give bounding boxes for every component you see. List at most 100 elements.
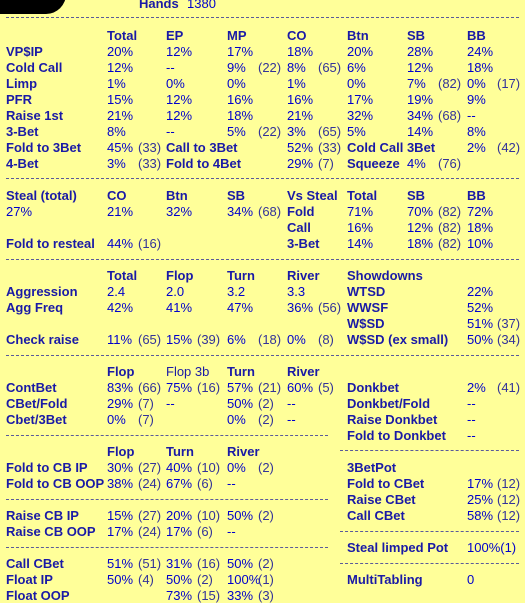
sample-count: (37)	[497, 316, 521, 331]
stat-value: 8%	[467, 124, 486, 139]
col-bb: BB	[467, 28, 486, 43]
stat-label: PFR	[6, 92, 32, 107]
stat-value: 8%	[107, 124, 126, 139]
stat-value: 51%	[467, 316, 494, 331]
stat-label: Fold to CBet	[347, 476, 425, 491]
sample-count: (82)	[438, 236, 462, 251]
col-flop: Flop	[107, 364, 135, 379]
stat-value: 33%	[227, 588, 254, 603]
stat-label: Donkbet/Fold	[347, 396, 431, 411]
stat-value: 20%	[107, 44, 134, 59]
stat-value: 29%	[287, 156, 314, 171]
sample-count: (68)	[438, 108, 462, 123]
stat-value: 18%	[287, 44, 314, 59]
sample-count: (2)	[197, 572, 213, 587]
stat-value: 18%	[407, 236, 434, 251]
sample-count: (2)	[258, 508, 274, 523]
stat-value: 9%	[227, 60, 246, 75]
stat-label: Float IP	[6, 572, 53, 587]
stat-value: 4%	[407, 156, 426, 171]
stat-value: 17%	[107, 524, 134, 539]
stat-value: 2.4	[107, 284, 126, 299]
sample-count: (7)	[138, 412, 154, 427]
col-co: CO	[107, 188, 127, 203]
stat-label: Fold to 3Bet	[6, 140, 82, 155]
sample-count: (68)	[258, 204, 282, 219]
sample-count: (51)	[138, 556, 162, 571]
stat-label: WTSD	[347, 284, 386, 299]
col-flop: Flop	[166, 268, 194, 283]
stat-value: 100%(1)	[467, 540, 517, 555]
stat-value: 17%	[467, 476, 494, 491]
stat-label: Cold Call 3Bet	[347, 140, 436, 155]
sample-count: (66)	[138, 380, 162, 395]
stat-value: 12%	[107, 60, 134, 75]
sample-count: (27)	[138, 460, 162, 475]
separator	[340, 563, 519, 564]
stat-value: 2%	[467, 140, 486, 155]
col-turn: Turn	[227, 268, 255, 283]
stat-label: Check raise	[6, 332, 79, 347]
sample-count: (7)	[138, 396, 154, 411]
stat-value: 0%	[227, 460, 246, 475]
stat-value: 1%	[107, 76, 126, 91]
stat-value: 22%	[467, 284, 494, 299]
stat-value: 17%	[227, 44, 254, 59]
sample-count: (33)	[138, 156, 162, 171]
sample-count: (10)	[197, 508, 221, 523]
sample-count: (33)	[138, 140, 162, 155]
stat-value: --	[467, 396, 476, 411]
separator	[6, 435, 328, 436]
stat-value: --	[467, 412, 476, 427]
stat-value: 12%	[407, 220, 434, 235]
stat-value: 0%	[166, 76, 185, 91]
stat-value: 42%	[107, 300, 134, 315]
stat-label: W$SD (ex small)	[347, 332, 449, 347]
stat-label: Donkbet	[347, 380, 399, 395]
stat-value: 52%	[287, 140, 314, 155]
sample-count: (4)	[138, 572, 154, 587]
stat-value: 50%	[467, 332, 494, 347]
stat-value: 36%	[287, 300, 314, 315]
stat-value: 24%	[467, 44, 494, 59]
stat-value: 83%	[107, 380, 134, 395]
stat-value: 73%	[166, 588, 193, 603]
redaction-blob	[0, 0, 66, 14]
stat-value: 3%	[287, 124, 306, 139]
stat-value: 11%	[107, 332, 133, 347]
stat-value: 12%	[166, 92, 193, 107]
separator	[6, 259, 519, 260]
sample-count: (10)	[197, 460, 221, 475]
stat-value: 5%	[347, 124, 366, 139]
stat-value: 6%	[227, 332, 246, 347]
col-bb: BB	[467, 188, 486, 203]
stat-value: 1%	[287, 76, 306, 91]
sample-count: (8)	[318, 332, 334, 347]
separator	[6, 547, 328, 548]
stat-value: 9%	[467, 92, 486, 107]
stat-label: Raise CB OOP	[6, 524, 96, 539]
stat-value: 57%	[227, 380, 254, 395]
stat-value: 47%	[227, 300, 254, 315]
col-flop: Flop	[107, 444, 135, 459]
stat-value: 2%	[467, 380, 486, 395]
sample-count: (18)	[258, 332, 282, 347]
stat-value: 60%	[287, 380, 314, 395]
sample-count: (17)	[497, 76, 521, 91]
stat-value: 15%	[166, 332, 193, 347]
stat-value: 45%	[107, 140, 134, 155]
stat-value: 20%	[166, 508, 193, 523]
sample-count: (34)	[497, 332, 521, 347]
stat-value: 18%	[467, 220, 494, 235]
stat-label: Call to 3Bet	[166, 140, 238, 155]
stat-value: 18%	[467, 60, 494, 75]
stat-value: 31%	[166, 556, 193, 571]
stat-label: Fold	[287, 204, 315, 219]
stat-value: 16%	[287, 92, 314, 107]
stat-value: --	[166, 396, 175, 411]
col-btn: Btn	[347, 28, 369, 43]
stat-label: Call CBet	[6, 556, 64, 571]
stat-value: 21%	[287, 108, 314, 123]
stat-label: 3-Bet	[287, 236, 320, 251]
stat-value: 67%	[166, 476, 193, 491]
